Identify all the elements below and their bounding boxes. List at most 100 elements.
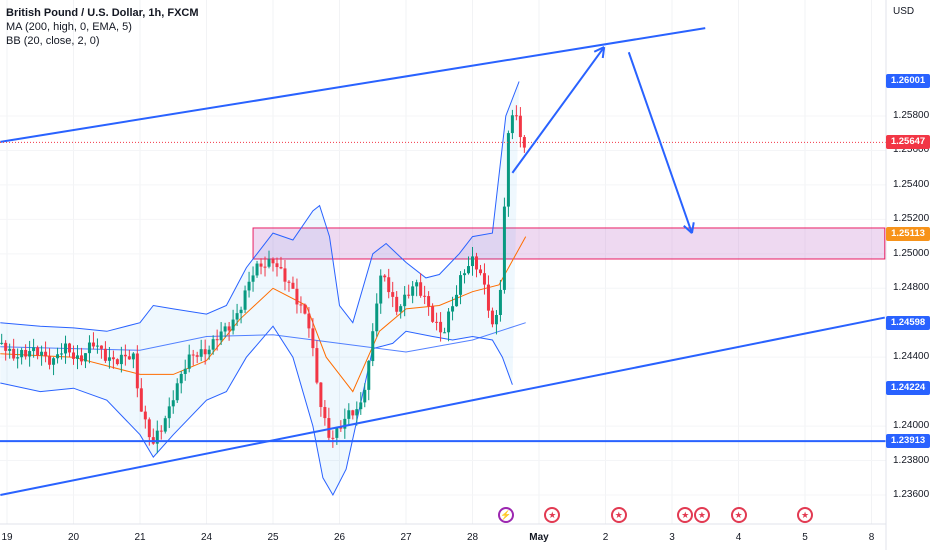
time-tick-label: 21 — [134, 532, 146, 543]
price-label[interactable]: 1.25113 — [886, 227, 930, 242]
ma-indicator-label[interactable]: MA (200, high, 0, EMA, 5) — [6, 21, 132, 33]
candle-body — [279, 267, 283, 269]
candle-body — [467, 266, 471, 274]
price-label[interactable]: 1.24598 — [886, 316, 930, 331]
candle-body — [447, 311, 451, 333]
candle-body — [455, 294, 459, 307]
time-tick-label: 26 — [333, 532, 346, 543]
candle-body — [478, 269, 482, 274]
candle-body — [339, 427, 343, 429]
price-label[interactable]: 1.23913 — [886, 434, 930, 449]
candle-body — [255, 263, 259, 276]
candle-body — [40, 351, 44, 356]
candle-body — [391, 292, 395, 297]
us-flag-icon[interactable]: ★ — [693, 507, 710, 523]
candle-body — [135, 353, 139, 389]
candle-body — [203, 349, 207, 355]
candle-body — [311, 328, 315, 349]
time-tick-label: 24 — [200, 532, 213, 543]
candle-body — [227, 326, 231, 331]
candles-layer — [0, 105, 526, 454]
price-label[interactable]: 1.26001 — [886, 74, 930, 89]
candle-body — [303, 304, 307, 314]
candle-body — [231, 319, 235, 331]
price-tick-label: 1.25600 — [893, 144, 930, 156]
us-flag-icon[interactable]: ★ — [544, 507, 561, 523]
candle-body — [87, 342, 91, 354]
candle-body — [287, 281, 291, 283]
currency-label: USD — [893, 6, 915, 17]
candle-body — [159, 430, 163, 432]
candle-body — [514, 115, 518, 117]
us-flag-icon[interactable]: ★ — [797, 507, 813, 523]
candle-body — [327, 418, 331, 438]
candle-body — [295, 288, 299, 305]
lightning-icon[interactable]: ⚡ — [497, 507, 514, 523]
candle-body — [427, 296, 431, 307]
candle-body — [471, 256, 474, 267]
candle-body — [155, 430, 159, 444]
candle-body — [387, 277, 391, 293]
arrow-head — [593, 46, 605, 53]
candle-body — [263, 266, 267, 268]
candle-body — [435, 321, 439, 323]
candle-body — [211, 339, 215, 350]
candle-body — [375, 303, 379, 332]
candle-body — [363, 389, 367, 403]
us-flag-icon[interactable]: ★ — [730, 507, 747, 523]
candle-body — [223, 326, 227, 332]
price-label[interactable]: 1.24224 — [886, 380, 930, 395]
arrow-head — [690, 222, 695, 234]
candle-body — [175, 383, 179, 401]
arrow-head — [683, 225, 693, 234]
candle-body — [107, 357, 111, 361]
candle-body — [510, 115, 514, 134]
candle-body — [291, 282, 295, 289]
time-tick-label: 25 — [267, 532, 279, 543]
candle-body — [259, 263, 263, 267]
candle-body — [243, 290, 247, 310]
candle-body — [247, 281, 251, 291]
price-tick-label: 1.24000 — [893, 420, 930, 432]
candle-body — [179, 373, 183, 384]
candle-body — [103, 348, 107, 361]
time-tick-label: 28 — [466, 532, 479, 543]
candle-body — [335, 427, 339, 438]
candle-body — [139, 388, 143, 412]
candle-body — [123, 354, 127, 357]
candle-body — [0, 342, 4, 344]
us-flag-icon[interactable]: ★ — [677, 507, 694, 523]
candle-body — [502, 206, 506, 290]
price-tick-label: 1.25800 — [893, 110, 930, 121]
candle-body — [518, 115, 522, 138]
candle-body — [131, 353, 135, 360]
candle-body — [127, 356, 131, 360]
price-label[interactable]: 1.25647 — [886, 135, 930, 150]
candle-body — [235, 313, 239, 320]
candle-body — [411, 286, 415, 296]
bb-indicator-label[interactable]: BB (20, close, 2, 0) — [6, 35, 100, 47]
candle-body — [415, 282, 419, 287]
lower-trendline — [0, 316, 885, 496]
candle-body — [423, 295, 427, 297]
candle-body — [459, 275, 463, 295]
symbol-title[interactable]: British Pound / U.S. Dollar, 1h, FXCM — [6, 7, 199, 19]
candle-body — [307, 313, 311, 329]
candle-body — [419, 282, 423, 296]
time-tick-label: 2 — [602, 532, 609, 543]
us-flag-icon[interactable]: ★ — [610, 507, 627, 523]
candle-body — [183, 368, 187, 374]
candle-body — [371, 331, 375, 362]
candle-body — [494, 314, 498, 325]
price-tick-label: 1.25400 — [893, 178, 930, 190]
candle-body — [163, 418, 167, 432]
bb-lower-line — [0, 325, 513, 497]
drawing-lines[interactable] — [0, 27, 886, 496]
price-tick-label: 1.25200 — [893, 213, 930, 225]
candle-body — [506, 133, 510, 207]
candle-body — [28, 351, 32, 357]
candle-body — [431, 306, 435, 322]
candle-body — [359, 402, 363, 410]
candle-body — [490, 310, 494, 325]
